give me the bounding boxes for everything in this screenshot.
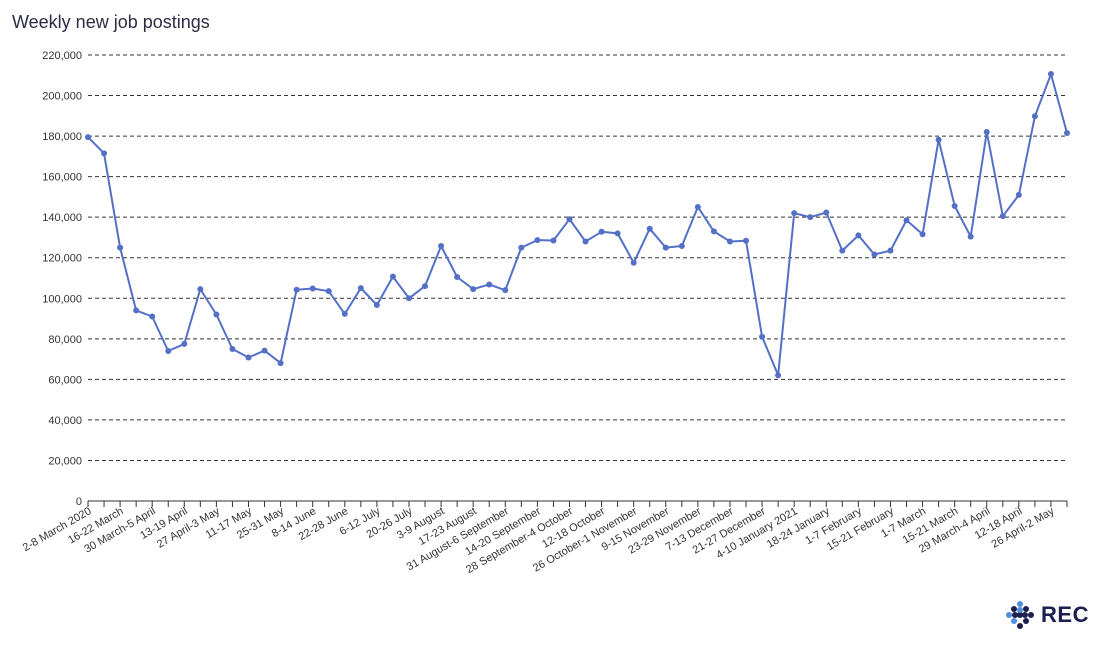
data-point [165, 347, 172, 354]
logo-dot [1011, 618, 1018, 624]
data-point [438, 242, 445, 249]
data-point [101, 150, 108, 157]
data-point [261, 347, 268, 354]
y-tick-label: 200,000 [42, 91, 82, 103]
y-tick-label: 140,000 [42, 212, 82, 224]
data-point [967, 233, 974, 240]
data-point [1015, 191, 1022, 198]
grid-lines [88, 54, 1067, 461]
data-point [951, 203, 958, 210]
x-axis [87, 500, 1068, 507]
data-point [566, 216, 573, 223]
y-tick-label: 160,000 [42, 172, 82, 184]
data-point [149, 313, 156, 320]
data-point [405, 295, 412, 302]
y-tick-label: 60,000 [48, 374, 82, 386]
data-point [181, 340, 188, 347]
data-point [422, 283, 429, 290]
data-point [678, 242, 685, 249]
data-point [293, 286, 300, 293]
data-point [646, 225, 653, 232]
series-line [87, 73, 1068, 377]
data-point [775, 372, 782, 379]
logo-dot [1022, 612, 1029, 618]
logo-dot [1023, 618, 1030, 624]
logo-dot [1017, 601, 1024, 607]
y-tick-label: 20,000 [48, 455, 82, 467]
data-point [518, 244, 525, 251]
data-point [117, 244, 124, 251]
rec-logo: REC [1005, 600, 1089, 630]
data-point [325, 288, 332, 295]
logo-dot [1017, 623, 1024, 629]
data-point [807, 214, 814, 221]
y-tick-label: 120,000 [42, 253, 82, 265]
logo-dot [1023, 606, 1030, 612]
y-axis-ticks: 0 20,000 40,000 60,000 80,000 100,000 120,000 1… [42, 50, 82, 508]
y-tick-label: 180,000 [42, 131, 82, 143]
data-point [486, 281, 493, 288]
data-points [85, 71, 1070, 379]
data-point [823, 209, 830, 216]
y-tick-label: 80,000 [48, 334, 82, 346]
data-point [245, 354, 252, 361]
chart-title: Weekly new job postings [12, 12, 210, 32]
data-point [550, 237, 557, 244]
data-point [614, 230, 621, 237]
data-point [791, 210, 798, 217]
data-point [197, 286, 204, 293]
data-point [759, 333, 766, 340]
data-point [373, 301, 380, 308]
data-point [1064, 130, 1070, 137]
data-point [903, 217, 910, 224]
data-point [357, 285, 364, 292]
data-point [534, 237, 541, 244]
data-point [935, 136, 942, 143]
data-point [871, 251, 878, 258]
data-point [1047, 71, 1054, 78]
y-tick-label: 100,000 [42, 293, 82, 305]
data-point [1031, 113, 1038, 120]
y-tick-label: 40,000 [48, 415, 82, 427]
data-point [855, 232, 862, 239]
logo-dot [1028, 612, 1035, 618]
logo-dot [1006, 612, 1013, 618]
data-point [983, 129, 990, 136]
rec-logo-icon [1006, 601, 1035, 629]
data-point [133, 307, 140, 314]
data-point [470, 286, 477, 293]
data-point [454, 273, 461, 280]
logo-dot [1017, 612, 1024, 618]
data-point [919, 231, 926, 238]
data-point [839, 247, 846, 254]
logo-dot [1012, 612, 1019, 618]
y-tick-label: 220,000 [42, 50, 82, 62]
data-point [630, 259, 637, 266]
data-point [309, 285, 316, 292]
data-point [389, 273, 396, 280]
data-point [887, 247, 894, 254]
data-point [213, 311, 220, 318]
logo-text: REC [1041, 602, 1089, 627]
data-point [710, 228, 717, 235]
data-point [582, 238, 589, 245]
data-point [999, 213, 1006, 220]
logo-dot [1011, 606, 1018, 612]
data-point [85, 134, 91, 141]
series-group [87, 73, 1068, 377]
data-point [726, 238, 733, 245]
y-tick-label: 0 [76, 496, 82, 508]
data-point [694, 204, 701, 211]
data-point [229, 345, 236, 352]
logo-dot [1017, 607, 1024, 613]
data-point [598, 228, 605, 235]
data-point [277, 360, 284, 367]
data-point [662, 244, 669, 251]
data-point [502, 287, 509, 294]
data-point [743, 237, 750, 244]
data-point [341, 310, 348, 317]
